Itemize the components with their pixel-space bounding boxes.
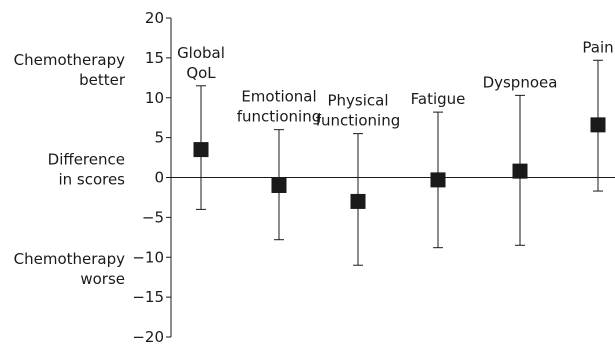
category-label: Physical functioning [316, 92, 400, 130]
side-label-line: better [79, 71, 126, 89]
side-label-line: in scores [58, 171, 125, 189]
category-label: Pain [582, 38, 613, 56]
y-tick-label: −20 [132, 328, 164, 345]
y-tick-label: 10 [145, 89, 164, 107]
estimate-group: Fatigue [411, 90, 466, 249]
category-label-line: Physical [327, 92, 388, 110]
side-label: Difference in scores [48, 151, 126, 189]
y-tick-label: 0 [154, 169, 164, 187]
category-label-line: Pain [582, 38, 613, 56]
category-label-line: Fatigue [411, 90, 466, 108]
y-tick-label: −15 [132, 288, 164, 306]
y-tick-label: −10 [132, 248, 164, 266]
estimate-group: Global QoL [177, 44, 225, 210]
estimate-group: Pain [582, 38, 614, 192]
side-label: Chemotherapy worse [14, 250, 125, 288]
category-label-line: functioning [316, 112, 400, 130]
estimate-group: Dyspnoea [483, 73, 558, 246]
category-label: Dyspnoea [483, 73, 558, 91]
category-label-line: Dyspnoea [483, 73, 558, 91]
category-label-line: Emotional [241, 88, 316, 106]
category-label-line: Global [177, 44, 225, 62]
side-label-line: Chemotherapy [14, 250, 125, 268]
point-marker [271, 177, 287, 193]
y-tick-label: 15 [145, 49, 164, 67]
point-marker [512, 163, 528, 179]
point-marker [590, 117, 606, 133]
y-axis: 20 15 10 5 0 −5 −10 −15 −20 [132, 9, 615, 345]
side-label-line: Chemotherapy [14, 51, 125, 69]
category-label: Fatigue [411, 90, 466, 108]
y-tick-label: 20 [145, 9, 164, 27]
side-label-line: worse [80, 270, 125, 288]
estimate-group: Physical functioning [316, 92, 400, 266]
point-marker [193, 142, 209, 158]
point-marker [430, 172, 446, 188]
point-marker [350, 193, 366, 209]
category-label: Global QoL [177, 44, 225, 82]
category-label: Emotional functioning [237, 88, 321, 126]
y-tick-label: 5 [154, 129, 164, 147]
category-label-line: QoL [186, 64, 216, 82]
side-label: Chemotherapy better [14, 51, 126, 89]
side-label-line: Difference [48, 151, 125, 169]
y-tick-label: −5 [142, 208, 164, 226]
category-label-line: functioning [237, 108, 321, 126]
estimate-group: Emotional functioning [237, 88, 321, 241]
side-labels: Chemotherapy better Difference in scores Che… [14, 51, 126, 288]
